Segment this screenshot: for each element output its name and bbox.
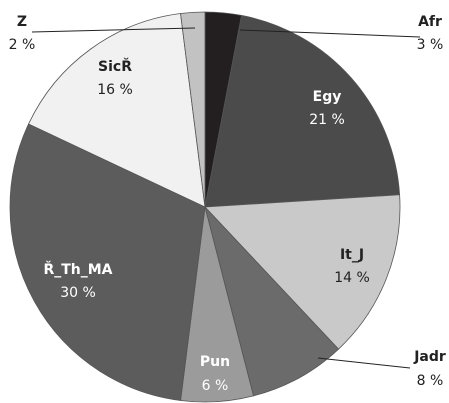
slice-value-label: 8 % bbox=[417, 373, 444, 389]
slice-value-label: 30 % bbox=[60, 285, 96, 301]
pie-slice bbox=[9, 123, 206, 401]
pie-slice bbox=[204, 14, 401, 208]
slice-value-label: 2 % bbox=[9, 37, 36, 53]
slice-name: Ř_Th_MA bbox=[43, 261, 112, 278]
leader-line bbox=[239, 29, 421, 38]
slice-name: Afr bbox=[418, 14, 442, 30]
slice-value-label: 3 % bbox=[417, 37, 444, 53]
slice-name: Egy bbox=[313, 89, 342, 105]
pie-slice bbox=[180, 11, 206, 208]
slice-name: SicŘ bbox=[98, 58, 132, 75]
pie-slice bbox=[204, 194, 401, 350]
slice-name: Jadr bbox=[413, 349, 446, 365]
slice-name: Pun bbox=[200, 354, 230, 370]
slice-name: Z bbox=[17, 14, 27, 30]
slice-value-label: 16 % bbox=[97, 82, 133, 98]
pie-slice bbox=[204, 206, 340, 397]
leader-line bbox=[31, 27, 196, 33]
slice-name: It_J bbox=[340, 247, 364, 263]
slice-value-label: 14 % bbox=[334, 270, 370, 286]
leader-line bbox=[317, 357, 411, 369]
slice-value-label: 21 % bbox=[309, 112, 345, 128]
slice-value-label: 6 % bbox=[202, 378, 229, 394]
pie-slice bbox=[28, 13, 206, 208]
